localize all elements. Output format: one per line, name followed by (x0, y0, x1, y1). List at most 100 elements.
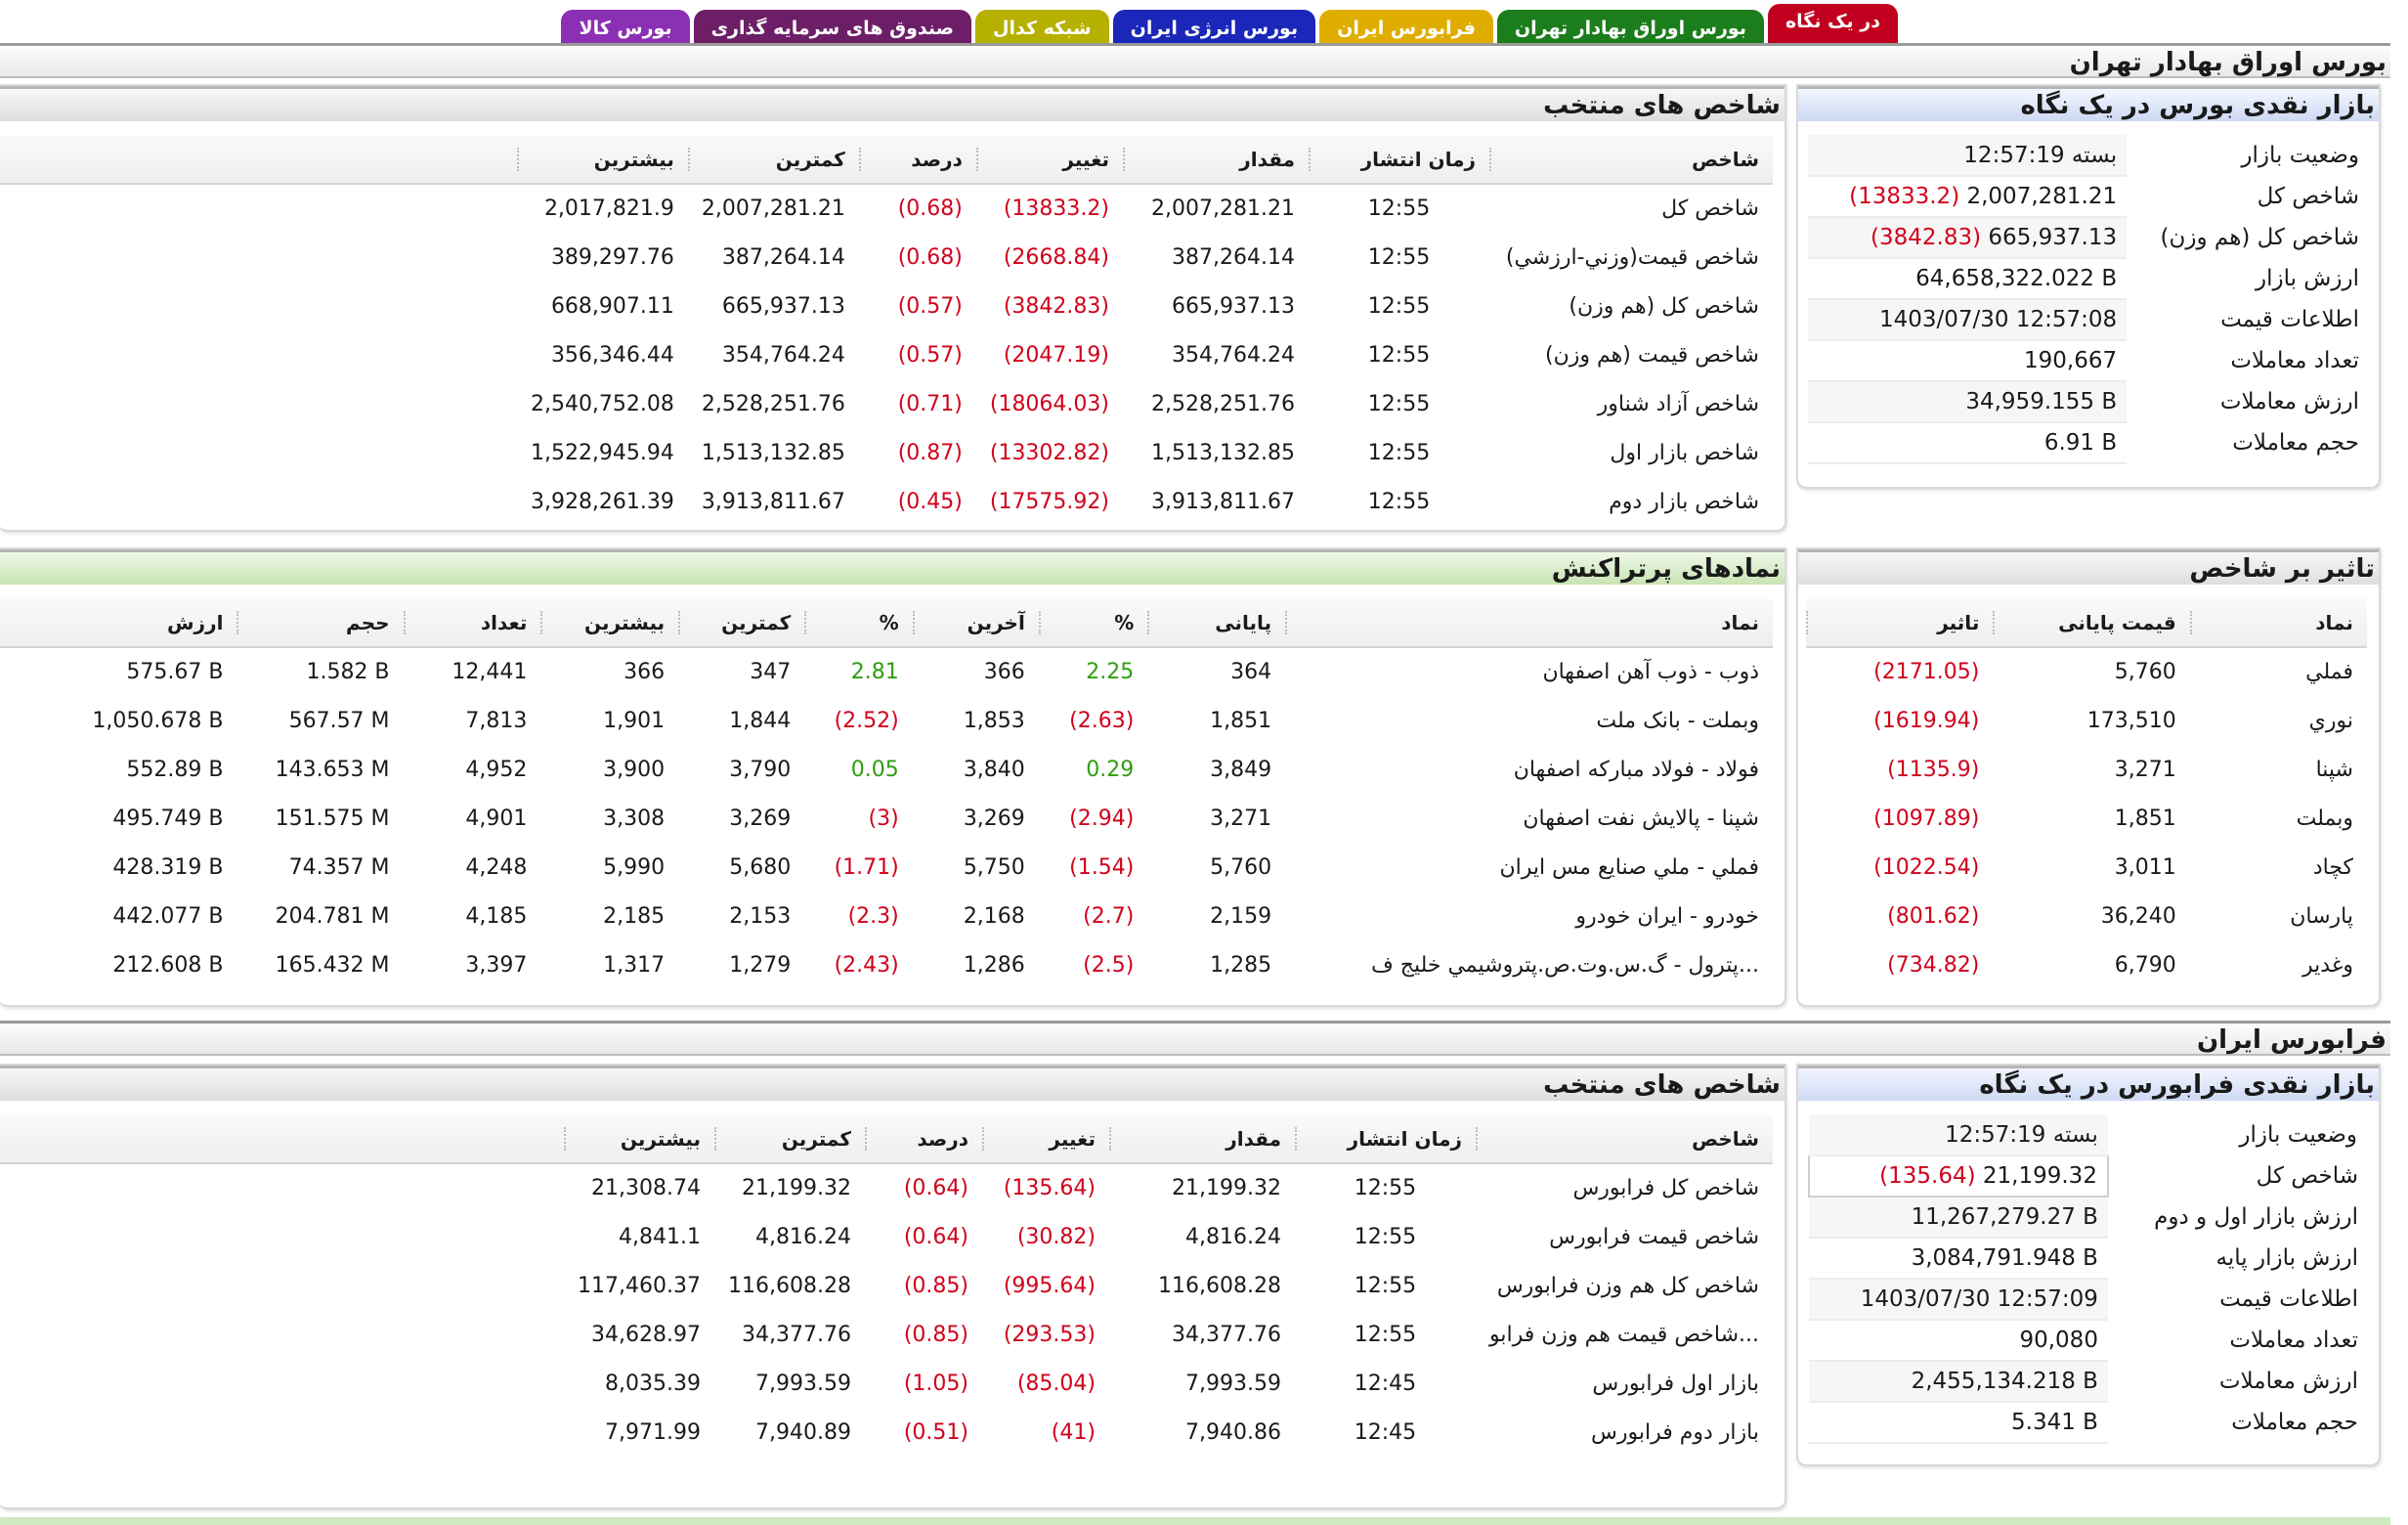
table-cell[interactable]: شپنا (2190, 745, 2367, 794)
table-cell[interactable]: شاخص قیمت(وزني-ارزشي) (1489, 233, 1773, 282)
column-header[interactable]: حجم (236, 598, 404, 648)
table-row[interactable]: 442.077 B 204.781 M 4,185 2,185 2,153 (2.3) 2,… (0, 892, 1773, 940)
column-header[interactable]: نماد (2189, 598, 2367, 648)
table-cell[interactable]: بازار اول فرابورس (1476, 1359, 1773, 1408)
table-row[interactable]: 356,346.44 354,764.24 (0.57) (2047.19) 354,7… (0, 330, 1773, 379)
table-cell[interactable]: وغدير (2190, 940, 2367, 989)
column-header[interactable]: کمترین (687, 135, 859, 185)
column-header[interactable]: زمان انتشار (1294, 1114, 1476, 1164)
tab-4[interactable]: بورس انرژی ایران (1112, 10, 1316, 47)
tab-3[interactable]: فرابورس ایران (1319, 10, 1493, 47)
table-row[interactable]: (1619.94) 173,510 نوري (1806, 696, 2367, 745)
table-row[interactable]: (801.62) 36,240 پارسان (1806, 892, 2367, 940)
overview-value-text: بسته 12:57:19 (1963, 143, 2117, 168)
column-header[interactable]: درصد (864, 1114, 982, 1164)
table-row[interactable]: (734.82) 6,790 وغدير (1806, 940, 2367, 989)
table-cell[interactable]: خودرو - ایران خودرو (1285, 892, 1773, 940)
column-separator (714, 1127, 716, 1151)
table-cell: 1,853 (913, 696, 1039, 745)
table-cell[interactable]: فولاد - فولاد مبارکه اصفهان (1285, 745, 1773, 794)
table-cell[interactable]: وبملت (2190, 794, 2367, 843)
column-header[interactable]: مقدار (1123, 135, 1309, 185)
table-row[interactable]: 212.608 B 165.432 M 3,397 1,317 1,279 (2.43) 1… (0, 940, 1773, 989)
table-row[interactable]: 2,540,752.08 2,528,251.76 (0.71) (18064.03)… (0, 379, 1773, 428)
table-cell[interactable]: شاخص قیمت هم وزن فرابو... (1476, 1310, 1773, 1359)
column-header[interactable]: تعداد (403, 598, 541, 648)
column-header[interactable]: زمان انتشار (1309, 135, 1489, 185)
table-row[interactable]: 4,841.1 4,816.24 (0.64) (30.82) 4,816.24 12:5… (0, 1212, 1773, 1261)
table-cell[interactable]: شاخص قیمت (هم وزن) (1489, 330, 1773, 379)
table-cell[interactable]: شاخص کل فرابورس (1476, 1163, 1773, 1212)
table-cell[interactable]: کچاد (2190, 843, 2367, 892)
column-header[interactable]: شاخص (1489, 135, 1773, 185)
tab-1[interactable]: در یک نگاه (1767, 4, 1898, 47)
tab-2[interactable]: بورس اوراق بهادار تهران (1496, 10, 1764, 47)
table-cell[interactable]: وبملت - بانک ملت (1285, 696, 1773, 745)
table-cell[interactable]: شاخص کل (هم وزن) (1489, 282, 1773, 330)
table-row[interactable]: (2171.05) 5,760 فملي (1806, 647, 2367, 696)
column-header[interactable]: نماد (1285, 598, 1773, 648)
column-header[interactable]: بیشترین (516, 135, 688, 185)
table-row[interactable]: 117,460.37 116,608.28 (0.85) (995.64) 116,60… (0, 1261, 1773, 1310)
column-separator (236, 611, 239, 634)
table-cell[interactable]: شپنا - پالایش نفت اصفهان (1285, 794, 1773, 843)
overview-row: 6.91 B حجم معاملات (1808, 422, 2369, 464)
column-header[interactable]: بیشترین (564, 1114, 714, 1164)
table-row[interactable]: 7,971.99 7,940.89 (0.51) (41) 7,940.86 12:45 ب… (0, 1408, 1773, 1457)
table-row[interactable]: 552.89 B 143.653 M 4,952 3,900 3,790 0.05 3,84… (0, 745, 1773, 794)
table-row[interactable]: (1135.9) 3,271 شپنا (1806, 745, 2367, 794)
column-header[interactable]: تغییر (975, 135, 1123, 185)
column-header[interactable]: مقدار (1108, 1114, 1295, 1164)
column-header[interactable]: درصد (858, 135, 976, 185)
table-row[interactable]: 1,522,945.94 1,513,132.85 (0.87) (13302.82)… (0, 428, 1773, 477)
table-cell[interactable]: شاخص آزاد شناور (1489, 379, 1773, 428)
table-cell: (0.45) (859, 477, 976, 526)
column-header[interactable]: آخرین (912, 598, 1039, 648)
column-header[interactable]: کمترین (714, 1114, 865, 1164)
table-cell[interactable]: پارسان (2190, 892, 2367, 940)
table-row[interactable]: (1097.89) 1,851 وبملت (1806, 794, 2367, 843)
table-row[interactable]: (1022.54) 3,011 کچاد (1806, 843, 2367, 892)
table-row[interactable]: 389,297.76 387,264.14 (0.68) (2668.84) 387,2… (0, 233, 1773, 282)
table-cell: 1,513,132.85 (688, 428, 859, 477)
table-row[interactable]: 2,017,821.9 2,007,281.21 (0.68) (13833.2) 2,… (0, 184, 1773, 233)
column-header[interactable]: پایانی (1147, 598, 1286, 648)
column-header[interactable]: ارزش (0, 598, 237, 648)
table-row[interactable]: 3,928,261.39 3,913,811.67 (0.45) (17575.92)… (0, 477, 1773, 526)
table-row[interactable]: 8,035.39 7,993.59 (1.05) (85.04) 7,993.59 12:… (0, 1359, 1773, 1408)
table-row[interactable]: 428.319 B 74.357 M 4,248 5,990 5,680 (1.71) 5,… (0, 843, 1773, 892)
column-header[interactable]: کمترین (678, 598, 805, 648)
column-header[interactable]: قیمت پایانی (1993, 598, 2190, 648)
table-cell[interactable]: بازار دوم فرابورس (1476, 1408, 1773, 1457)
table-cell: 12:45 (1295, 1408, 1476, 1457)
column-header[interactable]: % (1038, 598, 1148, 648)
table-cell[interactable]: ذوب - ذوب آهن اصفهان (1285, 647, 1773, 696)
column-header[interactable]: % (804, 598, 913, 648)
table-cell[interactable]: پترول - گ.س.وت.ص.پتروشيمي خليج ف... (1285, 940, 1773, 989)
table-cell[interactable]: شاخص کل هم وزن فرابورس (1476, 1261, 1773, 1310)
table-cell[interactable]: شاخص کل (1489, 184, 1773, 233)
cell-value: 2,528,251.76 (701, 391, 845, 416)
tab-7[interactable]: بورس کالا (561, 10, 690, 47)
table-cell[interactable]: شاخص بازار دوم (1489, 477, 1773, 526)
table-row[interactable]: 668,907.11 665,937.13 (0.57) (3842.83) 665,9… (0, 282, 1773, 330)
column-header[interactable]: تاثیر (1806, 598, 1994, 648)
table-cell[interactable]: شاخص بازار اول (1489, 428, 1773, 477)
tab-5[interactable]: شبکه کدال (975, 10, 1109, 47)
column-header[interactable]: بیشترین (540, 598, 679, 648)
table-row[interactable]: 575.67 B 1.582 B 12,441 366 347 2.81 366 2.25 36… (0, 647, 1773, 696)
table-cell: 3,790 (678, 745, 804, 794)
table-row[interactable]: 21,308.74 21,199.32 (0.64) (135.64) 21,199.3… (0, 1163, 1773, 1212)
table-cell[interactable]: فملي - ملي صنايع مس ايران (1285, 843, 1773, 892)
column-header[interactable]: شاخص (1475, 1114, 1773, 1164)
table-row[interactable]: 495.749 B 151.575 M 4,901 3,308 3,269 (3) 3,26… (0, 794, 1773, 843)
table-cell[interactable]: شاخص قیمت فرابورس (1476, 1212, 1773, 1261)
cell-value: 2.25 (1086, 660, 1135, 684)
ifb-overview-panel: بازار نقدی فرابورس در یک نگاه بسته 12:57… (1796, 1064, 2381, 1466)
table-cell[interactable]: نوري (2190, 696, 2367, 745)
table-row[interactable]: 34,628.97 34,377.76 (0.85) (293.53) 34,377.7… (0, 1310, 1773, 1359)
tab-6[interactable]: صندوق های سرمایه گذاری (693, 10, 971, 47)
column-header[interactable]: تغییر (981, 1114, 1109, 1164)
table-row[interactable]: 1,050.678 B 567.57 M 7,813 1,901 1,844 (2.52)… (0, 696, 1773, 745)
table-cell[interactable]: فملي (2190, 647, 2367, 696)
